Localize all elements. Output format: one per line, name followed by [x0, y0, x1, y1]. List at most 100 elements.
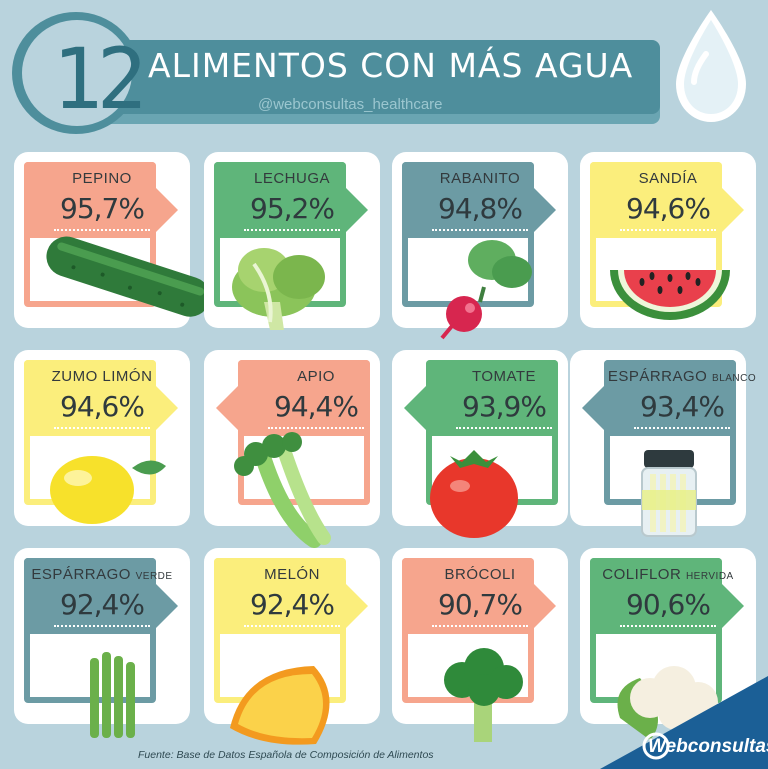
food-name: PEPINO	[72, 170, 132, 187]
food-name: TOMATE	[471, 368, 537, 385]
cucumber-icon	[46, 236, 211, 317]
water-percentage: 92,4%	[250, 588, 335, 621]
cauliflower-icon	[617, 666, 718, 740]
header: ALIMENTOS CON MÁS AGUA @webconsultas_hea…	[0, 0, 768, 140]
lettuce-icon	[232, 248, 325, 330]
water-percentage: 93,4%	[640, 390, 725, 423]
water-percentage: 95,7%	[60, 192, 145, 225]
food-name-line: BRÓCOLI	[392, 566, 568, 583]
title-banner	[95, 40, 660, 114]
broccoli-icon	[444, 648, 523, 742]
social-handle: @webconsultas_healthcare	[258, 96, 443, 113]
brand-corner	[600, 676, 768, 769]
card-label-box	[402, 162, 534, 238]
food-name: LECHUGA	[253, 170, 331, 187]
food-name: RABANITO	[439, 170, 521, 187]
water-percentage: 95,2%	[250, 192, 335, 225]
food-card: TOMATE 93,9%	[392, 350, 568, 538]
food-name-line: ESPÁRRAGO BLANCO	[594, 368, 768, 385]
food-name: SANDÍA	[638, 170, 698, 187]
water-percentage: 94,8%	[438, 192, 523, 225]
water-percentage: 92,4%	[60, 588, 145, 621]
card-arrow	[156, 188, 178, 232]
food-name-line: RABANITO	[392, 170, 568, 187]
card-label-box	[590, 162, 722, 238]
dotted-underline	[456, 427, 552, 429]
celery-icon	[234, 432, 331, 548]
food-card: PEPINO 95,7%	[14, 152, 211, 328]
dotted-underline	[634, 427, 730, 429]
dotted-underline	[268, 427, 364, 429]
dotted-underline	[244, 229, 340, 231]
food-name-line: ZUMO LIMÓN	[14, 368, 190, 385]
water-percentage: 90,6%	[626, 588, 711, 621]
dotted-underline	[244, 625, 340, 627]
food-name-line: SANDÍA	[580, 170, 756, 187]
card-arrow	[722, 188, 744, 232]
number-badge-inner: 12	[22, 20, 147, 128]
tomato-icon	[430, 450, 518, 538]
card-arrow	[156, 584, 178, 628]
card-arrow	[534, 584, 556, 628]
dotted-underline	[54, 625, 150, 627]
card-label-box	[238, 360, 370, 436]
food-name: BRÓCOLI	[444, 566, 516, 583]
card-label-box	[604, 360, 736, 436]
food-card: APIO 94,4%	[204, 350, 380, 548]
dotted-underline	[432, 625, 528, 627]
food-card: ESPÁRRAGO VERDE 92,4%	[14, 548, 190, 738]
dotted-underline	[54, 229, 150, 231]
water-percentage: 94,4%	[274, 390, 359, 423]
card-label-box	[24, 360, 156, 436]
white-asparagus-jar-icon	[641, 450, 697, 537]
food-card: ZUMO LIMÓN 94,6%	[14, 350, 190, 526]
food-card: COLIFLOR HERVIDA 90,6%	[580, 548, 756, 740]
food-name: APIO	[297, 368, 335, 385]
food-name-line: PEPINO	[14, 170, 190, 187]
food-name-suffix: BLANCO	[712, 373, 757, 384]
food-name-line: COLIFLOR HERVIDA	[580, 566, 756, 583]
food-card: MELÓN 92,4%	[204, 548, 380, 745]
food-name-line: ESPÁRRAGO VERDE	[14, 566, 190, 583]
card-label-box	[214, 558, 346, 634]
water-drop-icon	[676, 10, 746, 122]
food-name-line: TOMATE	[416, 368, 592, 385]
dotted-underline	[54, 427, 150, 429]
food-card: SANDÍA 94,6%	[580, 152, 756, 328]
source-note: Fuente: Base de Datos Española de Compos…	[138, 749, 434, 761]
food-card: LECHUGA 95,2%	[204, 152, 380, 330]
food-name: MELÓN	[264, 566, 320, 583]
lemon-icon	[50, 456, 166, 524]
card-label-box	[214, 162, 346, 238]
food-name-suffix: VERDE	[135, 571, 173, 582]
food-name: ESPÁRRAGO	[31, 566, 131, 583]
food-name-line: LECHUGA	[204, 170, 380, 187]
card-arrow	[216, 386, 238, 430]
card-arrow	[156, 386, 178, 430]
food-card: BRÓCOLI 90,7%	[392, 548, 568, 742]
card-arrow	[404, 386, 426, 430]
food-name-suffix: HERVIDA	[685, 571, 734, 582]
melon-icon	[230, 666, 330, 745]
card-label-box	[426, 360, 558, 436]
card-arrow	[534, 188, 556, 232]
brand-logo-text: Webconsultas	[648, 736, 768, 757]
card-arrow	[722, 584, 744, 628]
dotted-underline	[432, 229, 528, 231]
card-label-box	[24, 162, 156, 238]
card-arrow	[582, 386, 604, 430]
page-title: ALIMENTOS CON MÁS AGUA	[148, 46, 634, 85]
card-label-box	[402, 558, 534, 634]
radish-icon	[440, 240, 532, 340]
water-percentage: 94,6%	[60, 390, 145, 423]
card-arrow	[346, 584, 368, 628]
card-label-box	[590, 558, 722, 634]
water-percentage: 90,7%	[438, 588, 523, 621]
count-number: 12	[52, 30, 147, 128]
food-name: ZUMO LIMÓN	[51, 368, 153, 385]
water-percentage: 93,9%	[462, 390, 547, 423]
food-name-line: MELÓN	[204, 566, 380, 583]
dotted-underline	[620, 229, 716, 231]
food-name-line: APIO	[228, 368, 404, 385]
food-card: ESPÁRRAGO BLANCO 93,4%	[570, 350, 756, 537]
